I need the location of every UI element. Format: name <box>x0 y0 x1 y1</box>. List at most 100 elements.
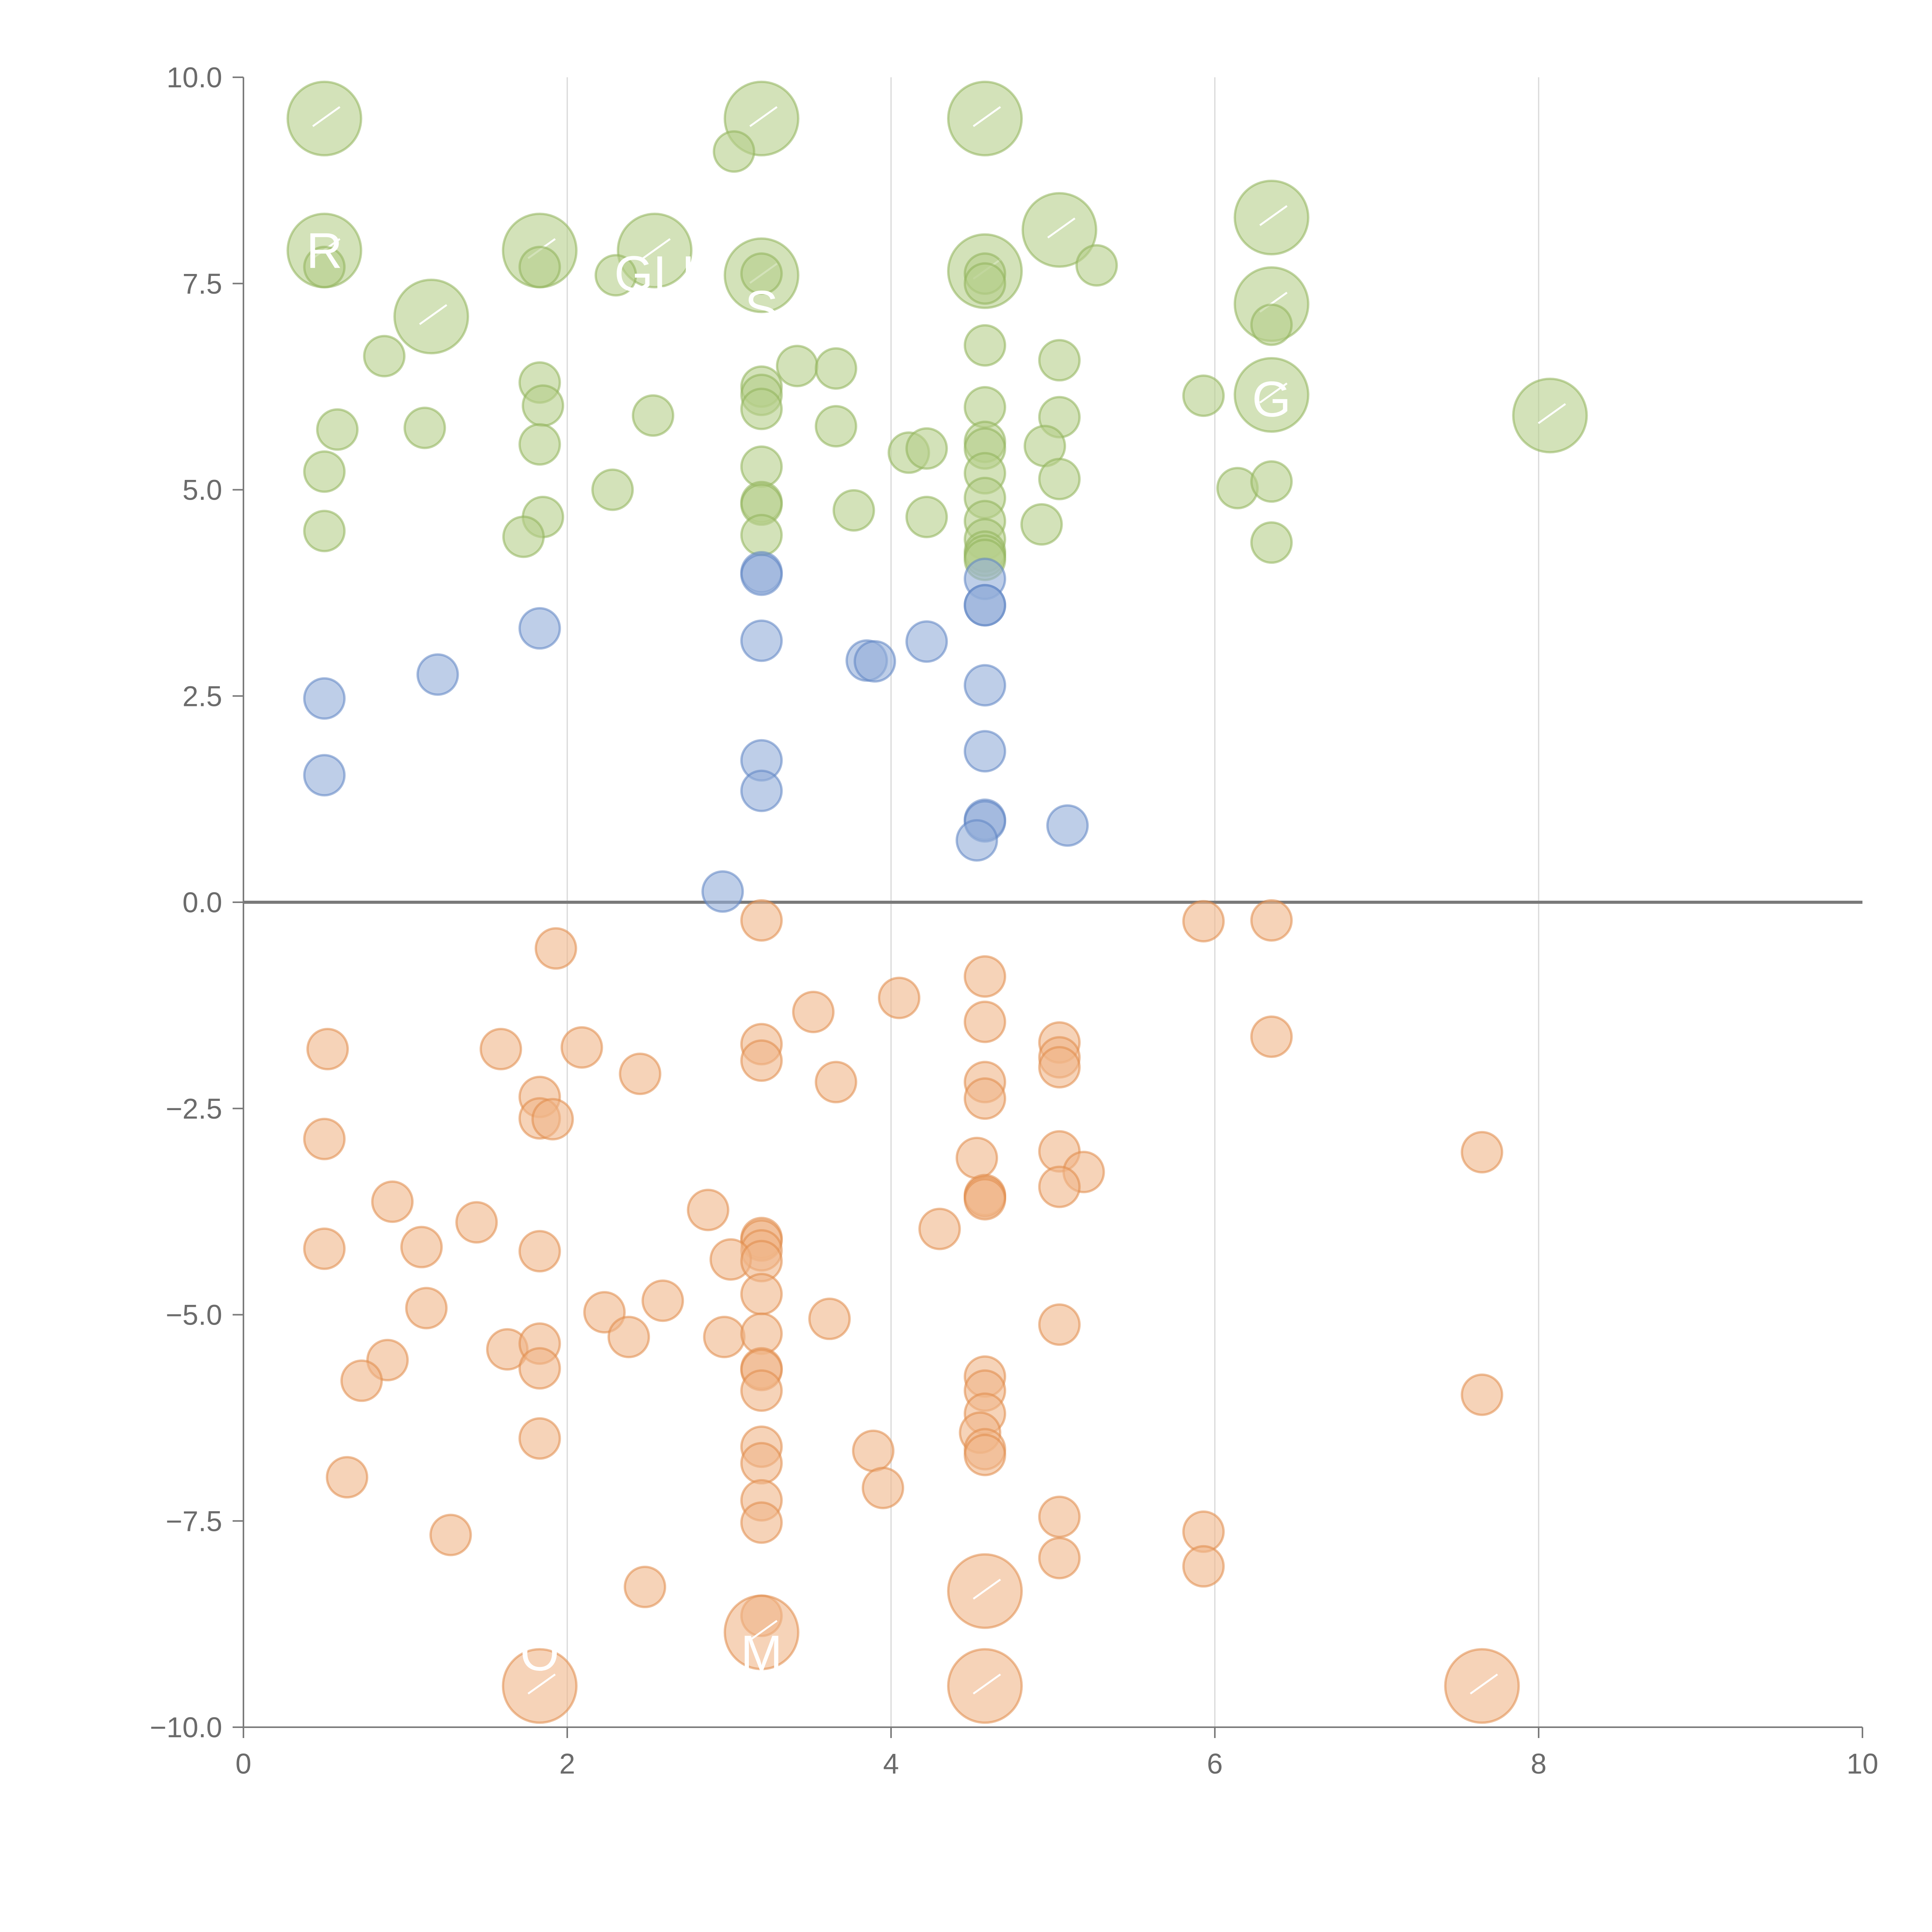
bubble-low <box>878 976 920 1019</box>
bubble-low <box>1038 1165 1081 1208</box>
bubble-high <box>594 254 637 297</box>
bubble-middle <box>740 769 783 812</box>
bubble-high <box>964 324 1007 367</box>
y-axis-ticks: −10.0 −7.5 −5.0 −2.5 0.0 2.5 5.0 7.5 10.0 <box>150 61 243 1743</box>
bubble-high <box>303 450 346 493</box>
bubble-leader-line <box>1047 217 1076 239</box>
x-tick-label: 6 <box>1207 1748 1223 1780</box>
bubble-high <box>1250 460 1293 503</box>
bubble-middle <box>964 584 1007 627</box>
bubble-high <box>776 345 818 388</box>
bubble-low <box>918 1208 961 1250</box>
bubble-low <box>518 1230 561 1273</box>
bubble-high <box>1250 521 1293 564</box>
bubble-middle <box>1046 804 1089 847</box>
bubble-leader-line <box>749 106 778 127</box>
bubble-high <box>740 388 783 430</box>
bubble-low <box>560 1026 603 1069</box>
bubble-leader-line <box>1259 205 1288 226</box>
bubble-high <box>905 427 948 470</box>
bubble-annotation: S <box>745 280 778 337</box>
bubble-annotations: R GLI S G O M <box>306 222 1291 1681</box>
bubble-high <box>740 445 783 488</box>
bubble-high <box>713 130 755 173</box>
bubble-high <box>363 335 406 378</box>
bubble-leader-line <box>1259 382 1288 404</box>
bubble-leader-line <box>1469 1673 1498 1695</box>
bubble-low <box>641 1279 684 1322</box>
bubble-high <box>1250 303 1293 346</box>
bubble-high <box>964 262 1007 305</box>
bubble-high <box>303 246 346 289</box>
bubble-low <box>964 1178 1007 1221</box>
bubble-marks <box>286 80 1588 1724</box>
bubble-low <box>703 1316 746 1359</box>
bubble-annotation: R <box>306 222 343 279</box>
bubble-middle <box>518 607 561 650</box>
bubble-low <box>480 1028 522 1071</box>
bubble-high <box>1020 503 1063 546</box>
bubble-low <box>687 1189 730 1231</box>
bubble-low <box>400 1226 443 1269</box>
bubble-leader-line <box>527 1673 556 1695</box>
bubble-high <box>518 423 561 466</box>
bubble-high <box>303 510 346 553</box>
bubble-high <box>518 246 561 289</box>
x-tick-label: 10 <box>1847 1748 1878 1780</box>
bubble-low <box>1182 900 1225 943</box>
bubble-low <box>306 1028 349 1071</box>
bubble-high <box>403 406 446 449</box>
bubble-low <box>303 1117 346 1160</box>
bubble-high <box>1038 339 1081 382</box>
bubble-high <box>832 489 875 532</box>
bubble-low <box>808 1298 851 1340</box>
bubble-middle <box>701 870 744 913</box>
bubble-low <box>964 955 1007 998</box>
bubble-low <box>326 1456 369 1499</box>
bubble-high <box>632 394 675 437</box>
bubble-annotation: G <box>1252 371 1291 427</box>
x-tick-label: 4 <box>883 1748 899 1780</box>
bubble-leader-line <box>749 1620 778 1641</box>
bubble-low <box>303 1227 346 1270</box>
bubble-low <box>1038 1537 1081 1580</box>
bubble-low <box>956 1136 998 1179</box>
bubble-high <box>905 495 948 538</box>
bubble-middle <box>416 653 459 696</box>
bubble-low <box>740 1369 783 1412</box>
bubble-high <box>1038 457 1081 500</box>
bubble-low <box>740 1039 783 1082</box>
bubble-low <box>455 1201 498 1244</box>
bubble-low <box>371 1180 414 1223</box>
bubble-middle <box>964 730 1007 773</box>
y-tick-label: 0.0 <box>182 886 222 918</box>
bubble-low <box>1038 1046 1081 1088</box>
bubble-middle <box>303 677 346 720</box>
bubble-low <box>1461 1131 1503 1173</box>
bubble-low <box>852 1429 895 1472</box>
y-tick-label: −7.5 <box>166 1505 222 1537</box>
bubble-high <box>316 408 359 451</box>
bubble-middle <box>964 664 1007 707</box>
y-tick-label: −5.0 <box>166 1299 222 1331</box>
y-tick-label: 2.5 <box>182 680 222 712</box>
bubble-high <box>1182 374 1225 417</box>
bubble-low <box>964 1434 1007 1476</box>
bubble-low <box>531 1098 574 1141</box>
bubble-low <box>619 1053 662 1095</box>
y-tick-label: −10.0 <box>150 1711 222 1743</box>
bubble-middle <box>303 754 346 797</box>
bubble-low <box>740 1273 783 1316</box>
bubble-high <box>740 514 783 556</box>
bubble-high <box>522 384 565 427</box>
y-tick-label: 7.5 <box>182 268 222 300</box>
bubble-low <box>1250 899 1293 942</box>
bubble-low <box>518 1347 561 1390</box>
y-tick-label: −2.5 <box>166 1093 222 1125</box>
bubble-low <box>429 1514 472 1556</box>
bubble-annotation: GLI <box>614 245 695 302</box>
bubble-high <box>502 515 545 558</box>
bubble-high <box>815 347 857 390</box>
bubble-annotation: O <box>520 1625 559 1681</box>
